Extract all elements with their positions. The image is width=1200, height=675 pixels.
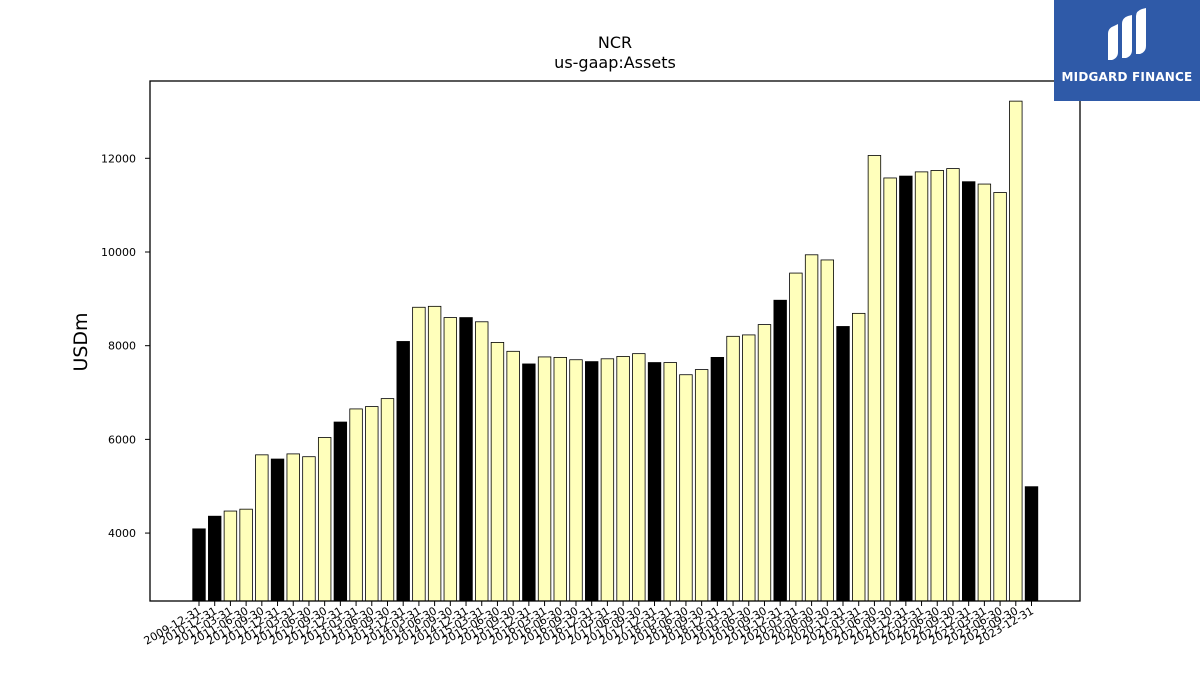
bar-2013-09-30 (380, 398, 395, 602)
bar-2014-09-30 (443, 317, 458, 602)
bar-2009-12-31 (192, 528, 206, 602)
bar-2014-12-31 (459, 317, 473, 602)
bar-2014-03-31 (412, 306, 426, 602)
bar-2019-12-31 (773, 299, 787, 602)
bar-2020-03-31 (789, 272, 803, 602)
bar-2018-09-30 (694, 369, 709, 602)
bar-2020-06-30 (804, 254, 819, 602)
bar-2021-06-30 (867, 155, 882, 602)
bar-2013-03-31 (349, 408, 363, 602)
bar-2022-06-30 (930, 170, 944, 602)
bar-2021-03-31 (852, 312, 866, 602)
bars-group (192, 100, 1039, 602)
logo-icon (1108, 8, 1146, 60)
bar-2022-03-31 (914, 171, 929, 602)
y-axis-label: USDm (70, 312, 92, 371)
bar-2016-12-31 (585, 361, 599, 602)
bar-2023-06-30 (993, 192, 1007, 602)
bar-2019-09-30 (757, 324, 772, 602)
bar-2013-06-30 (365, 406, 379, 602)
bar-2022-09-30 (946, 168, 960, 602)
bar-2021-09-30 (883, 177, 897, 602)
bar-2017-12-31 (647, 362, 662, 602)
bar-2015-09-30 (506, 350, 520, 602)
y-ticks-group: 4000 6000 8000 10000 12000 (101, 152, 150, 540)
y-tick-label: 8000 (108, 340, 136, 353)
bar-2015-03-31 (475, 321, 489, 602)
bar-2011-03-31 (223, 510, 238, 602)
bar-2015-06-30 (490, 342, 505, 602)
logo-text: MIDGARD FINANCE (1061, 70, 1193, 84)
bar-2012-12-31 (333, 421, 348, 602)
bar-2020-12-31 (836, 326, 850, 602)
bar-2018-12-31 (710, 356, 725, 602)
bar-2011-06-30 (239, 508, 253, 602)
y-tick-label: 4000 (108, 527, 136, 540)
bar-2019-03-31 (726, 335, 740, 602)
bar-2016-09-30 (569, 359, 583, 602)
bar-2020-09-30 (820, 259, 834, 602)
bar-2022-12-31 (961, 181, 976, 602)
bar-2014-06-30 (427, 305, 442, 602)
y-tick-label: 6000 (108, 433, 136, 446)
chart-title: NCR (598, 33, 632, 52)
chart-subtitle: us-gaap:Assets (554, 53, 676, 72)
bar-2019-06-30 (742, 334, 756, 602)
x-ticks-group: 2009-12-312010-12-312011-03-312011-06-30… (142, 601, 1036, 648)
bar-2023-03-31 (977, 183, 992, 602)
bar-2016-03-31 (537, 356, 552, 602)
bar-2011-09-30 (255, 454, 269, 602)
bar-2012-03-31 (286, 453, 300, 602)
bar-2013-12-31 (396, 341, 410, 602)
bar-2018-06-30 (679, 374, 693, 602)
bar-2010-12-31 (208, 515, 222, 602)
bar-2017-03-31 (600, 358, 615, 602)
plot-frame (149, 80, 1081, 602)
bar-2012-06-30 (302, 456, 316, 602)
y-tick-label: 10000 (101, 246, 136, 259)
bar-2012-09-30 (317, 437, 332, 602)
bar-2017-09-30 (632, 353, 646, 602)
bar-2023-09-30 (1009, 100, 1023, 602)
bar-2023-12-31 (1024, 486, 1039, 602)
bar-2015-12-31 (522, 363, 536, 602)
y-tick-label: 12000 (101, 152, 136, 165)
bar-2021-12-31 (899, 175, 913, 602)
bar-2016-06-30 (553, 356, 567, 602)
bar-2018-03-31 (663, 362, 677, 602)
bar-2011-12-31 (270, 458, 285, 602)
bar-2017-06-30 (616, 356, 630, 602)
brand-logo: MIDGARD FINANCE (1054, 0, 1200, 101)
